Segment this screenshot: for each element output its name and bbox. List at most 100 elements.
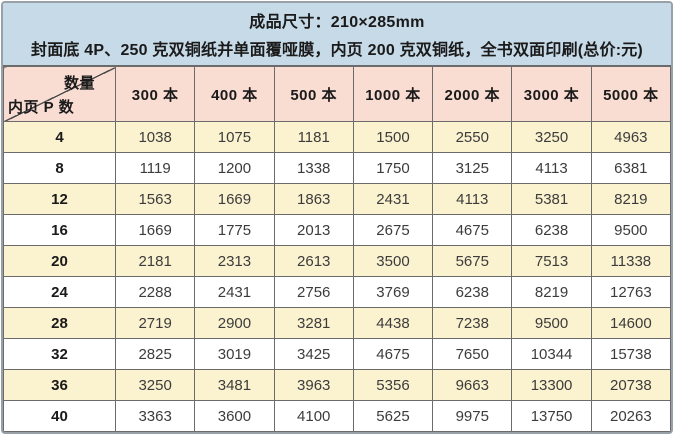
row-header-pages: 16: [3, 214, 116, 246]
row-header-pages: 28: [3, 307, 116, 339]
price-cell: 15738: [590, 338, 671, 370]
price-cell: 3281: [273, 307, 354, 339]
column-header-5: 2000 本: [432, 66, 513, 122]
price-cell: 14600: [590, 307, 671, 339]
price-cell: 9500: [590, 214, 671, 246]
table-row: 16 1669 1775 2013 2675 4675 6238 9500: [3, 214, 671, 246]
price-cell: 2313: [194, 245, 275, 277]
price-cell: 10344: [511, 338, 592, 370]
price-cell: 12763: [590, 276, 671, 308]
price-cell: 3363: [114, 400, 196, 432]
table-row: 8 1119 1200 1338 1750 3125 4113 6381: [3, 152, 671, 184]
price-cell: 3250: [114, 369, 196, 401]
price-cell: 4438: [352, 307, 434, 339]
price-cell: 2431: [352, 183, 434, 215]
price-cell: 7650: [432, 338, 513, 370]
price-cell: 5675: [432, 245, 513, 277]
table-row: 20 2181 2313 2613 3500 5675 7513 11338: [3, 245, 671, 277]
price-cell: 1775: [194, 214, 275, 246]
table-row: 28 2719 2900 3281 4438 7238 9500 14600: [3, 307, 671, 339]
price-cell: 1563: [114, 183, 196, 215]
price-cell: 1038: [114, 121, 196, 153]
price-cell: 3769: [352, 276, 434, 308]
price-cell: 2825: [114, 338, 196, 370]
price-cell: 3250: [511, 121, 592, 153]
price-cell: 4675: [432, 214, 513, 246]
price-cell: 11338: [590, 245, 671, 277]
price-cell: 3019: [194, 338, 275, 370]
price-table: 数量 内页 P 数 300 本 400 本 500 本 1000 本 2000 本 300…: [3, 66, 671, 432]
price-cell: 4963: [590, 121, 671, 153]
price-cell: 2013: [273, 214, 354, 246]
table-row: 4 1038 1075 1181 1500 2550 3250 4963: [3, 121, 671, 153]
price-cell: 9975: [432, 400, 513, 432]
price-cell: 8219: [511, 276, 592, 308]
price-cell: 7513: [511, 245, 592, 277]
price-cell: 4113: [432, 183, 513, 215]
table-row: 32 2825 3019 3425 4675 7650 10344 15738: [3, 338, 671, 370]
row-header-pages: 24: [3, 276, 116, 308]
price-cell: 6238: [432, 276, 513, 308]
price-cell: 2613: [273, 245, 354, 277]
column-header-3: 500 本: [273, 66, 354, 122]
price-cell: 1181: [273, 121, 354, 153]
row-header-pages: 36: [3, 369, 116, 401]
price-cell: 2181: [114, 245, 196, 277]
row-header-pages: 12: [3, 183, 116, 215]
table-row: 12 1563 1669 1863 2431 4113 5381 8219: [3, 183, 671, 215]
price-cell: 4100: [273, 400, 354, 432]
column-header-1: 300 本: [114, 66, 196, 122]
table-header-row: 数量 内页 P 数 300 本 400 本 500 本 1000 本 2000 本 300…: [3, 66, 671, 122]
column-header-2: 400 本: [194, 66, 275, 122]
price-cell: 1669: [194, 183, 275, 215]
sheet-header: 成品尺寸：210×285mm 封面底 4P、250 克双铜纸并单面覆哑膜，内页 …: [3, 3, 671, 66]
price-cell: 8219: [590, 183, 671, 215]
row-header-pages: 40: [3, 400, 116, 432]
price-cell: 13300: [511, 369, 592, 401]
price-cell: 1075: [194, 121, 275, 153]
corner-cell: 数量 内页 P 数: [3, 66, 116, 122]
price-cell: 5356: [352, 369, 434, 401]
row-header-pages: 4: [3, 121, 116, 153]
price-cell: 9500: [511, 307, 592, 339]
column-header-7: 5000 本: [590, 66, 671, 122]
price-cell: 2675: [352, 214, 434, 246]
table-row: 36 3250 3481 3963 5356 9663 13300 20738: [3, 369, 671, 401]
price-cell: 3125: [432, 152, 513, 184]
price-cell: 5381: [511, 183, 592, 215]
column-header-6: 3000 本: [511, 66, 592, 122]
price-cell: 1863: [273, 183, 354, 215]
price-cell: 2719: [114, 307, 196, 339]
row-header-pages: 8: [3, 152, 116, 184]
price-cell: 3963: [273, 369, 354, 401]
table-row: 40 3363 3600 4100 5625 9975 13750 20263: [3, 400, 671, 432]
price-cell: 5625: [352, 400, 434, 432]
price-cell: 2900: [194, 307, 275, 339]
price-cell: 9663: [432, 369, 513, 401]
price-cell: 3500: [352, 245, 434, 277]
row-header-pages: 32: [3, 338, 116, 370]
price-cell: 3425: [273, 338, 354, 370]
product-size-title: 成品尺寸：210×285mm: [249, 14, 425, 31]
price-cell: 7238: [432, 307, 513, 339]
price-cell: 3481: [194, 369, 275, 401]
price-cell: 2756: [273, 276, 354, 308]
price-cell: 4113: [511, 152, 592, 184]
price-cell: 1500: [352, 121, 434, 153]
price-cell: 1750: [352, 152, 434, 184]
price-cell: 1119: [114, 152, 196, 184]
row-header-pages: 20: [3, 245, 116, 277]
price-cell: 13750: [511, 400, 592, 432]
price-cell: 6381: [590, 152, 671, 184]
column-header-4: 1000 本: [352, 66, 434, 122]
price-cell: 1338: [273, 152, 354, 184]
price-cell: 1669: [114, 214, 196, 246]
price-cell: 2431: [194, 276, 275, 308]
price-cell: 4675: [352, 338, 434, 370]
price-cell: 2288: [114, 276, 196, 308]
price-cell: 1200: [194, 152, 275, 184]
price-cell: 3600: [194, 400, 275, 432]
price-cell: 2550: [432, 121, 513, 153]
price-cell: 6238: [511, 214, 592, 246]
